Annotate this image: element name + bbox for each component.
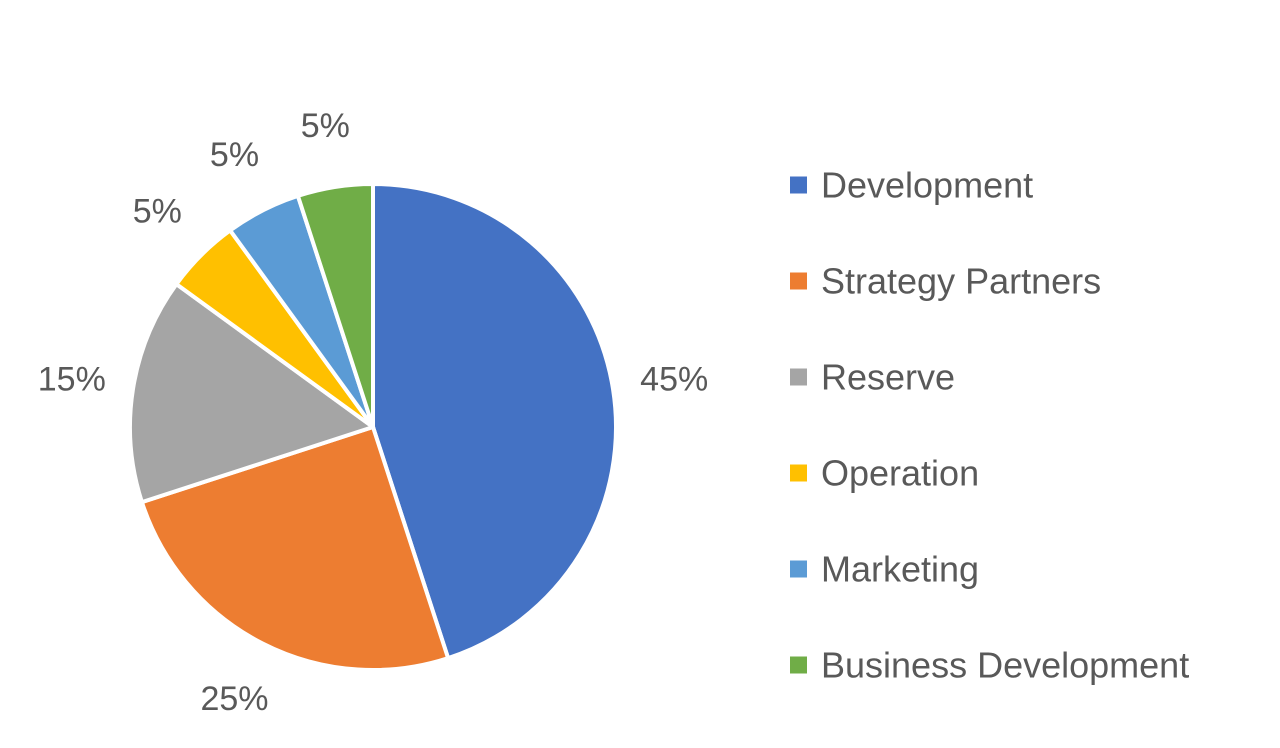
data-label-strategy-partners: 25% <box>200 680 268 718</box>
data-label-marketing: 5% <box>210 136 259 174</box>
legend-label-development: Development <box>821 165 1033 206</box>
legend-label-strategy-partners: Strategy Partners <box>821 261 1101 302</box>
legend: Development Strategy Partners Reserve Opera… <box>790 165 1189 686</box>
legend-label-marketing: Marketing <box>821 549 979 590</box>
legend-item-reserve: Reserve <box>790 357 955 398</box>
pie-slice-development <box>371 182 618 661</box>
legend-item-marketing: Marketing <box>790 549 979 590</box>
pie-data-labels: 45% 25% 15% 5% 5% 5% <box>38 107 708 718</box>
legend-swatch-marketing <box>790 560 807 578</box>
legend-item-strategy-partners: Strategy Partners <box>790 261 1101 302</box>
legend-swatch-development <box>790 176 807 194</box>
legend-item-business-development: Business Development <box>790 645 1189 686</box>
pie-slice-strategy-partners <box>139 425 451 672</box>
legend-swatch-reserve <box>790 368 807 386</box>
legend-swatch-business-development <box>790 656 807 674</box>
data-label-development: 45% <box>640 360 708 398</box>
pie-slices <box>128 182 618 672</box>
legend-item-development: Development <box>790 165 1033 206</box>
pie-slice-reserve <box>128 282 375 505</box>
data-label-business-development: 5% <box>301 107 350 145</box>
legend-label-operation: Operation <box>821 453 979 494</box>
legend-swatch-strategy-partners <box>790 272 807 290</box>
legend-label-business-development: Business Development <box>821 645 1189 686</box>
data-label-reserve: 15% <box>38 360 106 398</box>
legend-item-operation: Operation <box>790 453 979 494</box>
legend-label-reserve: Reserve <box>821 357 955 398</box>
data-label-operation: 5% <box>133 192 182 230</box>
pie-slice-business-development <box>295 182 375 429</box>
legend-swatch-operation <box>790 464 807 482</box>
